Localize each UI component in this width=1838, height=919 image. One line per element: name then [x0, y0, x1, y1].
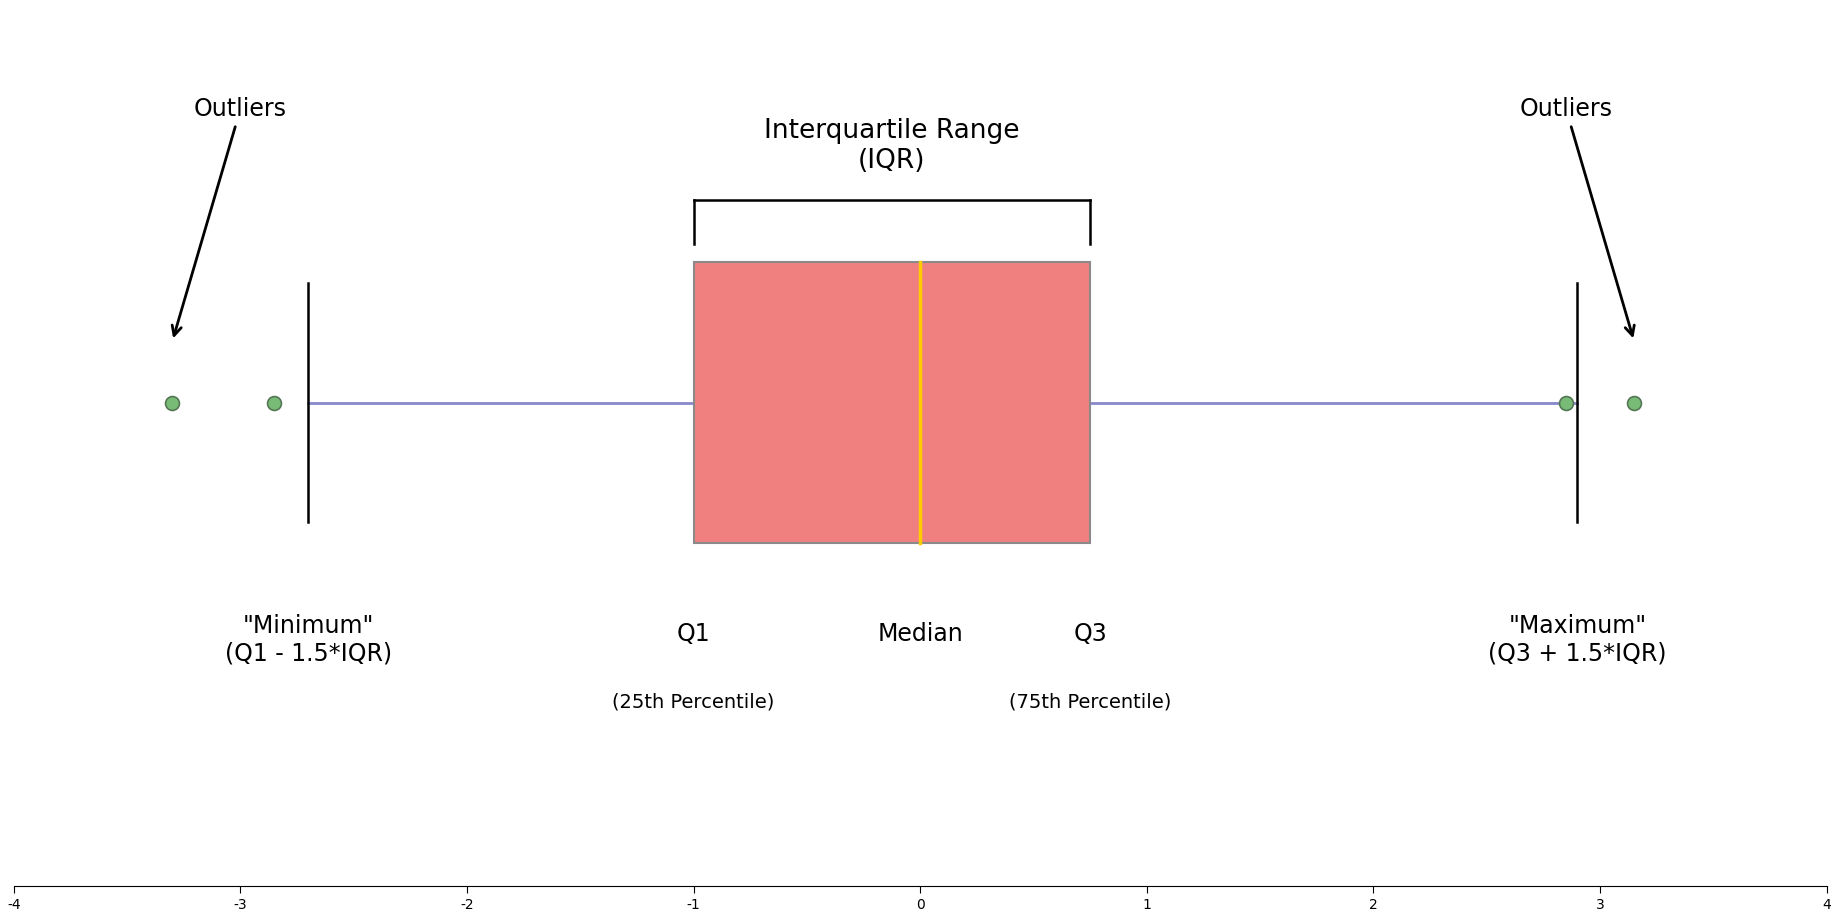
Text: Outliers: Outliers	[1520, 97, 1634, 335]
Point	[1551, 395, 1581, 410]
Text: "Minimum"
(Q1 - 1.5*IQR): "Minimum" (Q1 - 1.5*IQR)	[224, 614, 391, 665]
Bar	[693, 262, 1090, 543]
Point	[158, 395, 187, 410]
Point	[1619, 395, 1649, 410]
Text: Q3: Q3	[1073, 622, 1106, 646]
Text: Q1: Q1	[676, 622, 711, 646]
Text: (75th Percentile): (75th Percentile)	[1009, 693, 1171, 712]
Text: Interquartile Range
(IQR): Interquartile Range (IQR)	[765, 118, 1020, 174]
Text: Outliers: Outliers	[173, 97, 287, 335]
Text: "Maximum"
(Q3 + 1.5*IQR): "Maximum" (Q3 + 1.5*IQR)	[1489, 614, 1667, 665]
Text: Median: Median	[877, 622, 963, 646]
Point	[259, 395, 289, 410]
Text: (25th Percentile): (25th Percentile)	[612, 693, 776, 712]
